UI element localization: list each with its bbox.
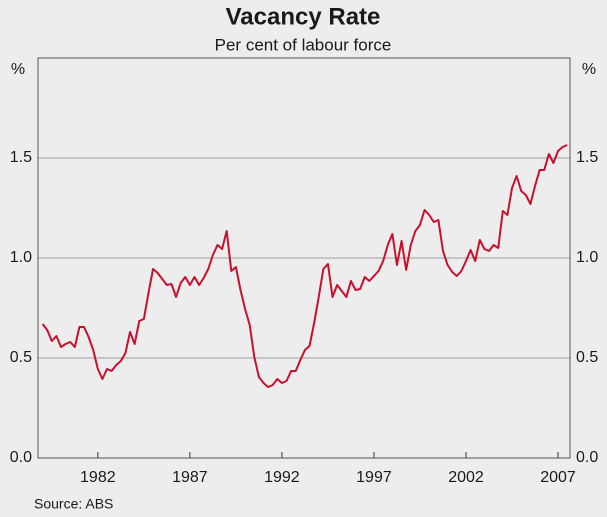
y2-tick-label: 1.0 [576, 249, 598, 266]
y2-unit: % [582, 61, 596, 78]
x-tick-label: 1982 [80, 469, 116, 486]
x-tick-label: 2002 [448, 469, 484, 486]
y2-tick-label: 1.5 [576, 149, 598, 166]
x-tick-label: 1997 [356, 469, 392, 486]
chart-subtitle: Per cent of labour force [215, 35, 392, 54]
y-tick-label: 0.0 [10, 449, 32, 466]
y2-tick-label: 0.5 [576, 349, 598, 366]
y-tick-label: 1.0 [10, 249, 32, 266]
y-unit: % [11, 61, 25, 78]
chart-title: Vacancy Rate [226, 3, 381, 30]
y2-tick-label: 0.0 [576, 449, 598, 466]
plot-frame [37, 57, 571, 459]
x-tick-label: 2007 [540, 469, 576, 486]
x-tick-label: 1992 [264, 469, 300, 486]
data-line [41, 144, 568, 388]
x-tick-label: 1987 [172, 469, 208, 486]
y-tick-label: 1.5 [10, 149, 32, 166]
source-note: Source: ABS [34, 496, 113, 512]
y-tick-label: 0.5 [10, 349, 32, 366]
